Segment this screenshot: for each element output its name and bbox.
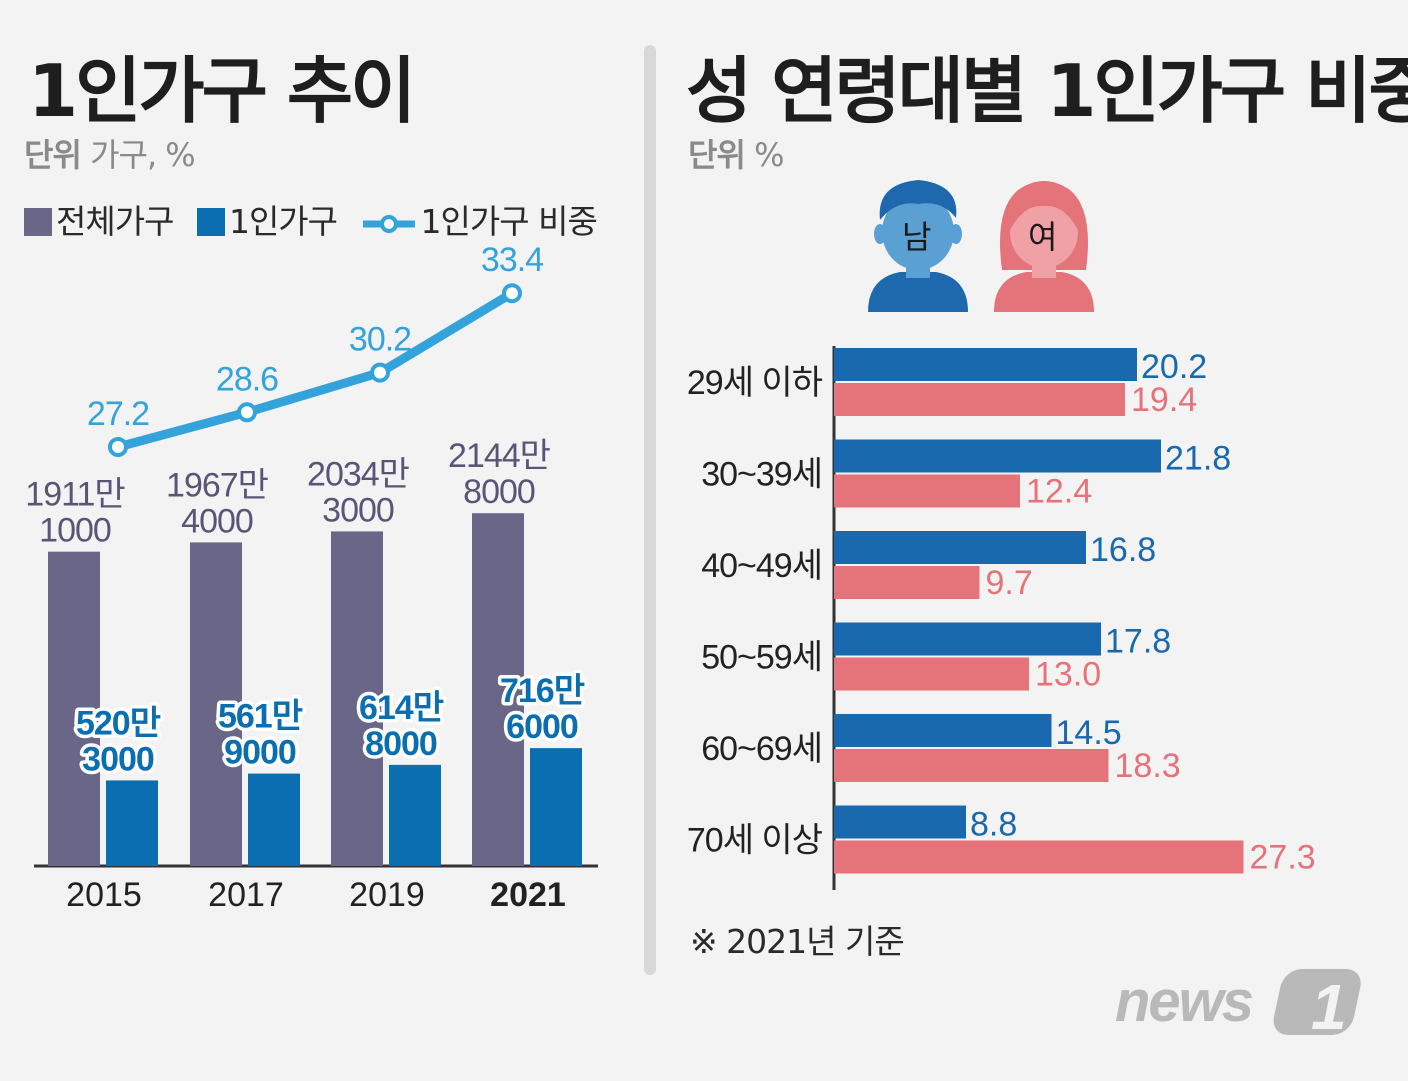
news1-logo: news 1 — [1115, 969, 1361, 1040]
label-single-2017-line1: 561만 — [218, 698, 303, 736]
legend-swatch-single — [196, 208, 225, 236]
value-male-0: 20.2 — [1141, 348, 1207, 386]
bar-male-2 — [834, 531, 1086, 564]
legend-label-total: 전체가구 — [56, 202, 174, 241]
legend-item-total: 전체가구 — [24, 202, 174, 241]
label-single-2019-line1: 614만 — [359, 689, 444, 727]
ratio-label-2017: 28.6 — [216, 360, 278, 398]
bar-female-3 — [834, 657, 1029, 691]
ratio-point-2021 — [502, 283, 522, 304]
category-label-3: 50~59세 — [701, 639, 822, 677]
value-female-0: 19.4 — [1131, 381, 1197, 419]
bar-total-2019 — [331, 531, 383, 866]
female-person-icon — [994, 181, 1094, 312]
bar-single-2021 — [530, 748, 582, 866]
footnote: ※ 2021년 기준 — [690, 922, 905, 961]
category-label-4: 60~69세 — [701, 730, 822, 768]
ratio-label-2015: 27.2 — [87, 395, 149, 433]
panel-divider — [644, 45, 656, 975]
male-person-icon — [868, 180, 968, 312]
label-total-2015-line1: 1911만 — [25, 476, 125, 514]
household-trend-chart: 1911만1000520만300020151967만4000561만900020… — [25, 241, 598, 914]
label-single-2017-line2: 9000 — [224, 734, 296, 772]
bar-single-2019 — [389, 764, 441, 866]
bar-male-3 — [834, 622, 1101, 656]
value-male-5: 8.8 — [970, 806, 1017, 844]
legend-label-ratio: 1인가구 비중 — [420, 202, 598, 241]
legend-item-ratio: 1인가구 비중 — [361, 202, 598, 241]
label-total-2019-line1: 2034만 — [307, 455, 410, 493]
bar-male-0 — [834, 348, 1137, 381]
logo-digit: 1 — [1311, 971, 1347, 1040]
label-total-2017-line2: 4000 — [181, 502, 253, 540]
bar-female-5 — [834, 840, 1244, 874]
bar-female-4 — [834, 749, 1109, 782]
female-icon-label: 여 — [1028, 218, 1058, 256]
bar-female-0 — [834, 383, 1125, 416]
ratio-label-2019: 30.2 — [349, 321, 411, 359]
category-label-0: 29세 이하 — [687, 364, 823, 402]
x-tick-2015: 2015 — [66, 876, 142, 914]
label-total-2015-line2: 1000 — [39, 512, 111, 550]
left-unit-bold: 단위 — [24, 136, 82, 174]
legend-item-single: 1인가구 — [196, 202, 338, 241]
category-label-2: 40~49세 — [701, 547, 822, 585]
value-female-2: 9.7 — [986, 564, 1033, 602]
value-male-4: 14.5 — [1056, 714, 1122, 752]
ratio-label-2021: 33.4 — [481, 241, 543, 279]
right-unit-bold: 단위 — [688, 136, 746, 174]
bar-total-2021 — [472, 513, 524, 866]
left-chart-title: 1인가구 추이 — [28, 49, 416, 133]
right-chart-title: 성 연령대별 1인가구 비중 — [686, 49, 1408, 133]
value-male-3: 17.8 — [1105, 623, 1171, 661]
value-male-1: 21.8 — [1165, 440, 1231, 478]
legend-line-marker-icon — [362, 215, 415, 233]
value-female-3: 13.0 — [1035, 656, 1101, 694]
bar-total-2015 — [48, 551, 100, 866]
label-single-2021-line2: 6000 — [506, 708, 578, 746]
label-total-2017-line1: 1967만 — [166, 466, 269, 504]
bar-single-2017 — [248, 773, 300, 866]
ratio-point-2019 — [370, 362, 390, 383]
category-label-5: 70세 이상 — [687, 822, 823, 860]
legend-label-single: 1인가구 — [228, 202, 338, 241]
category-label-1: 30~39세 — [701, 456, 822, 494]
ratio-point-2015 — [108, 437, 128, 457]
bar-female-2 — [834, 566, 980, 599]
label-single-2019-line2: 8000 — [365, 725, 437, 763]
bar-single-2015 — [106, 780, 158, 866]
label-single-2021-line1: 716만 — [500, 672, 585, 710]
left-unit-label: 단위 가구, % — [24, 130, 196, 176]
label-single-2015-line2: 3000 — [82, 740, 154, 778]
label-total-2021-line2: 8000 — [463, 473, 535, 511]
value-female-1: 12.4 — [1026, 473, 1092, 511]
left-unit-text: 가구, % — [90, 136, 196, 174]
legend-swatch-total — [24, 208, 52, 236]
left-legend: 전체가구 1인가구 1인가구 비중 — [24, 195, 598, 243]
male-icon-label: 남 — [902, 218, 932, 256]
ratio-point-2017 — [237, 402, 257, 423]
bar-male-1 — [834, 439, 1161, 473]
value-female-4: 18.3 — [1115, 747, 1181, 785]
bar-female-1 — [834, 474, 1020, 508]
bar-male-4 — [834, 714, 1052, 747]
value-male-2: 16.8 — [1090, 531, 1156, 569]
right-unit-text: % — [754, 136, 784, 174]
ratio-line — [116, 289, 515, 452]
x-tick-2017: 2017 — [208, 876, 284, 914]
label-single-2015-line1: 520만 — [76, 704, 161, 742]
x-tick-2021: 2021 — [490, 876, 566, 914]
value-female-5: 27.3 — [1250, 839, 1316, 877]
bar-total-2017 — [190, 542, 242, 866]
label-total-2021-line1: 2144만 — [448, 437, 551, 475]
right-unit-label: 단위 % — [688, 130, 784, 176]
bar-male-5 — [834, 805, 966, 839]
logo-text: news — [1115, 969, 1253, 1034]
label-total-2019-line2: 3000 — [322, 491, 394, 529]
age-gender-chart: 20.219.4 29세 이하 21.8 12.4 30~39세 16.8 9.7 40~49… — [687, 346, 1316, 890]
x-tick-2019: 2019 — [349, 876, 425, 914]
